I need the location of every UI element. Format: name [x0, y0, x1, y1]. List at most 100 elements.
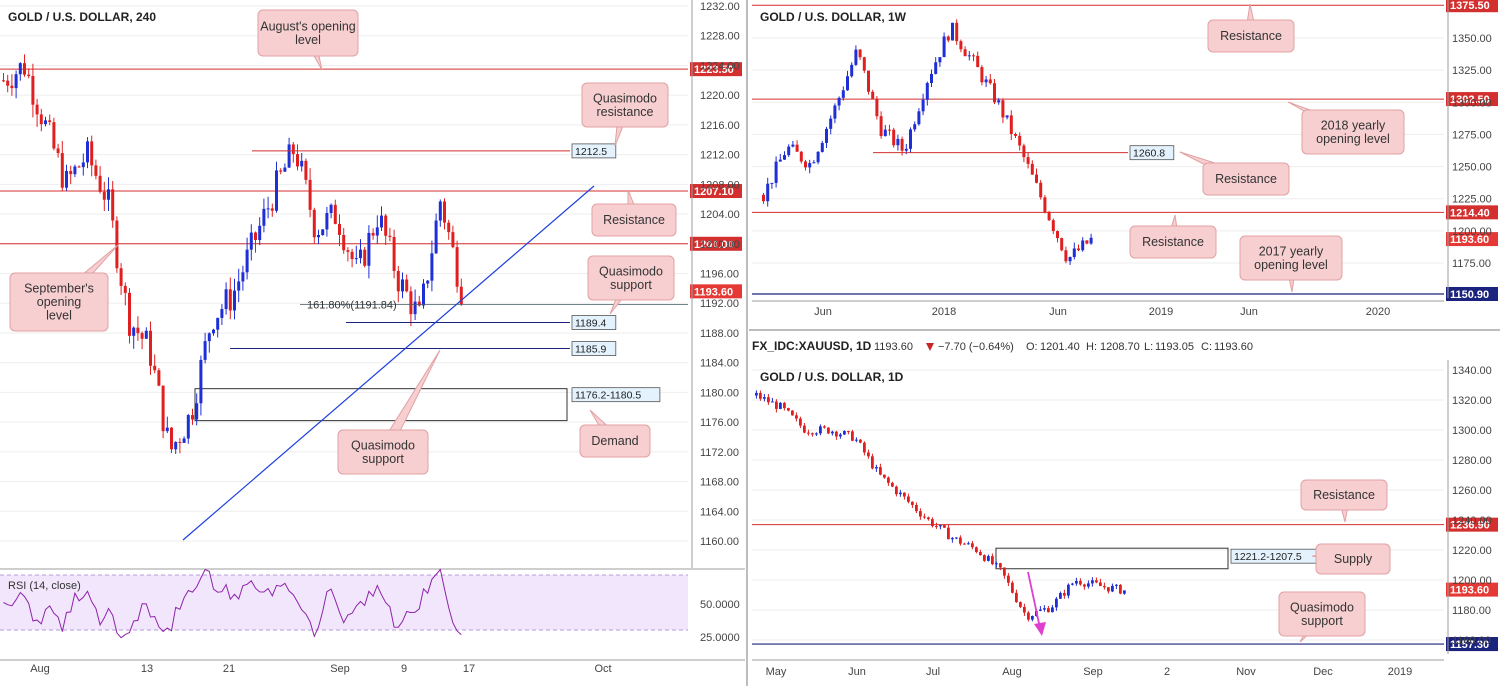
d1-candle-body — [1071, 583, 1074, 585]
w1-price-tag — [1446, 0, 1498, 13]
w1-y-tick: 1300.00 — [1452, 97, 1492, 109]
d1-candle-body — [1059, 593, 1062, 599]
h4-candle-body — [375, 227, 379, 236]
note-qm-res-line: Quasimodo — [593, 91, 657, 105]
d1-candle-body — [935, 526, 938, 528]
h4-price-tag — [690, 62, 742, 77]
h4-candle-body — [350, 251, 354, 260]
note-d-supply-line: Supply — [1334, 552, 1373, 566]
h4-y-tick: 1196.00 — [700, 269, 739, 281]
h4-candle-body — [170, 427, 173, 450]
h4-candle-body — [287, 144, 291, 168]
d1-candle-body — [1107, 587, 1110, 592]
w1-y-tick: 1225.00 — [1452, 194, 1492, 206]
h4-candle-body — [317, 235, 320, 238]
down-arrow-icon — [926, 343, 934, 351]
note-w-2018-line: opening level — [1316, 132, 1390, 146]
w1-candle-body — [997, 100, 1001, 103]
d1-candle-body — [775, 401, 778, 409]
h4-candle-body — [123, 285, 127, 293]
d1-candle-body — [975, 547, 978, 552]
d1-candle-body — [931, 519, 934, 527]
h4-y-tick: 1168.00 — [700, 477, 739, 489]
h4-candle-body — [115, 220, 119, 269]
d1-candle-body — [1087, 583, 1090, 587]
h4-y-tick: 1180.00 — [700, 387, 739, 399]
w1-x-tick: 2019 — [1149, 306, 1173, 318]
d1-candle-body — [871, 456, 874, 469]
d1-candle-body — [803, 425, 806, 433]
w1-y-tick: 1350.00 — [1452, 33, 1492, 45]
d1-candle-body — [971, 543, 974, 548]
d1-candle-body — [851, 431, 854, 441]
d1-candle-body — [1067, 584, 1070, 596]
w1-candle-body — [951, 22, 954, 41]
w1-candle-body — [795, 144, 799, 152]
d1-candle-body — [895, 486, 898, 495]
w1-candle-body — [1056, 231, 1059, 239]
w1-candle-body — [1018, 135, 1022, 146]
d1-y-tick: 1320.00 — [1452, 395, 1492, 407]
h4-candle-body — [291, 144, 295, 155]
quote-c-label: C: — [1201, 341, 1212, 353]
w1-candle-body — [1060, 238, 1064, 251]
d1-candle-body — [899, 492, 902, 495]
d1-candle-body — [1015, 592, 1018, 603]
h4-qm-resistance-label-box — [571, 143, 617, 159]
h4-y-tick: 1212.00 — [700, 150, 740, 162]
d1-candle-body — [1123, 590, 1126, 594]
d1-arrow-shaft — [1027, 571, 1041, 629]
w1-candle-body — [862, 57, 866, 71]
h4-candle-body — [153, 365, 157, 371]
h4-candle-body — [233, 290, 236, 311]
h4-candle-body — [300, 160, 304, 167]
w1-candle-body — [1026, 157, 1030, 164]
note-sep-open-line: September's — [24, 282, 94, 296]
h4-candle-body — [296, 154, 299, 167]
w1-candle-body — [778, 159, 782, 162]
d1-candle-body — [903, 492, 906, 497]
h4-candle-body — [23, 63, 26, 75]
d1-candle-body — [1083, 584, 1086, 587]
d1-candle-body — [1095, 580, 1098, 583]
h4-y-tick: 1176.00 — [700, 417, 739, 429]
d1-candle-body — [1091, 580, 1094, 584]
rsi-tick-50: 50.0000 — [700, 599, 740, 611]
d1-candle-body — [771, 401, 774, 403]
h4-candle-body — [304, 160, 308, 180]
d1-candle-body — [879, 467, 882, 475]
note-w-res-low-line: Resistance — [1142, 235, 1204, 249]
h4-candle-body — [207, 333, 211, 342]
w1-candle-body — [1043, 197, 1047, 212]
d1-candle-body — [835, 431, 838, 437]
d1-candle-body — [891, 482, 894, 487]
h4-candle-body — [308, 179, 312, 210]
d1-candle-body — [915, 504, 918, 512]
h4-candle-body — [44, 120, 47, 125]
d1-candle-body — [823, 426, 826, 428]
d1-x-tick: 2 — [1164, 666, 1170, 678]
w1-resistance-mid-label-text: 1260.8 — [1133, 148, 1165, 160]
w1-candle-body — [846, 76, 849, 91]
w1-candle-body — [988, 79, 992, 84]
h4-candle-body — [405, 279, 409, 292]
w1-candle-body — [896, 138, 900, 146]
h4-candle-body — [380, 215, 383, 228]
w1-candle-body — [909, 129, 912, 149]
h4-candle-body — [111, 189, 115, 221]
d1-candle-body — [1039, 609, 1042, 611]
h4-candle-body — [128, 292, 131, 336]
h4-candle-body — [56, 148, 60, 154]
h4-candle-body — [39, 114, 43, 125]
d1-candle-body — [991, 556, 994, 565]
d1-candle-body — [943, 525, 946, 528]
d1-supply-label-text: 1221.2-1207.5 — [1234, 551, 1302, 563]
d1-candle-body — [947, 527, 950, 540]
note-w-2017 — [1239, 235, 1343, 281]
h4-candle-body — [90, 141, 94, 166]
note-qm-sup1-line: support — [610, 278, 652, 292]
d1-candle-body — [827, 427, 830, 434]
w1-candle-body — [850, 64, 854, 77]
h4-candle-body — [270, 208, 274, 211]
